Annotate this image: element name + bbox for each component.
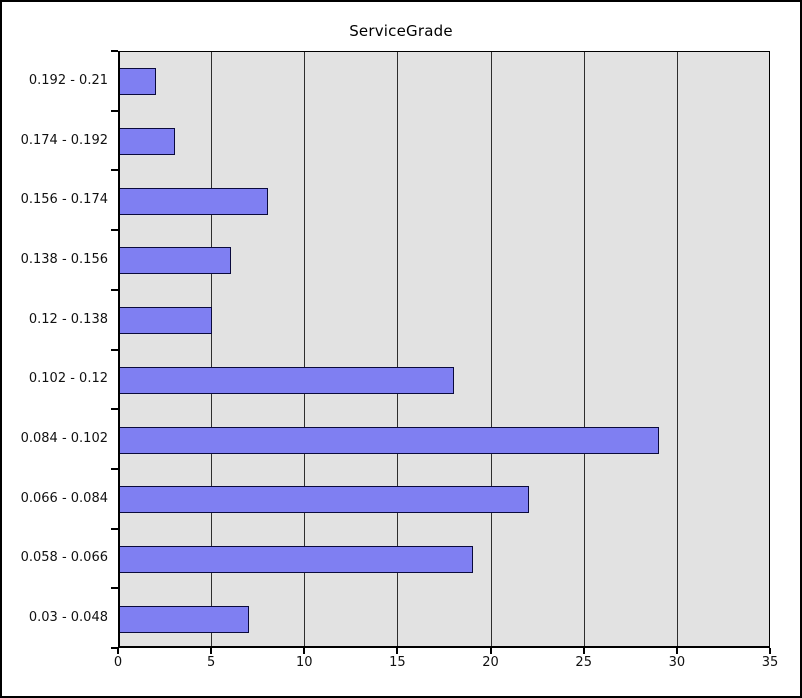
bar — [119, 545, 473, 573]
x-tick — [489, 648, 492, 654]
y-tick-label: 0.192 - 0.21 — [28, 72, 108, 88]
gridline — [211, 52, 213, 647]
x-tick-label: 25 — [575, 655, 592, 670]
gridline — [397, 52, 399, 647]
x-tick — [117, 648, 119, 654]
x-tick — [582, 648, 585, 654]
x-tick — [675, 648, 678, 654]
bar — [119, 366, 455, 394]
y-tick — [111, 169, 118, 171]
y-tick-label: 0.084 - 0.102 — [20, 431, 108, 447]
x-tick-label: 0 — [113, 655, 123, 670]
gridline — [304, 52, 306, 647]
chart-title: ServiceGrade — [349, 22, 453, 40]
y-tick-label: 0.102 - 0.12 — [28, 371, 108, 387]
y-tick-label: 0.12 - 0.138 — [28, 311, 108, 327]
x-tick-label: 10 — [296, 655, 313, 670]
bar — [119, 128, 175, 156]
x-tick — [303, 648, 306, 654]
x-tick — [396, 648, 399, 654]
y-tick — [111, 528, 118, 530]
y-tick — [111, 349, 118, 351]
x-tick — [769, 648, 771, 654]
gridline — [676, 52, 678, 647]
bar — [119, 247, 231, 275]
x-tick-label: 30 — [668, 655, 686, 670]
y-tick — [111, 647, 118, 649]
x-tick-label: 5 — [207, 655, 216, 670]
y-tick — [111, 50, 118, 52]
y-tick-label: 0.174 - 0.192 — [20, 132, 108, 148]
y-tick — [111, 289, 118, 291]
y-tick-label: 0.03 - 0.048 — [28, 610, 108, 626]
y-tick-label: 0.058 - 0.066 — [20, 550, 108, 566]
x-axis-line — [119, 646, 769, 647]
x-tick-label: 20 — [482, 655, 499, 670]
plot-area — [118, 51, 770, 648]
bar — [119, 187, 269, 215]
bar — [119, 307, 213, 335]
bar — [119, 68, 157, 96]
y-tick — [111, 110, 118, 112]
x-tick-label: 35 — [761, 655, 779, 670]
y-tick-label: 0.138 - 0.156 — [20, 251, 108, 267]
y-tick — [111, 468, 118, 470]
gridline — [490, 52, 492, 647]
y-tick-label: 0.156 - 0.174 — [20, 192, 108, 208]
y-tick — [111, 229, 118, 231]
y-tick — [111, 408, 118, 410]
bar — [119, 486, 529, 514]
bar — [119, 426, 660, 454]
gridline — [583, 52, 585, 647]
y-tick-label: 0.066 - 0.084 — [20, 490, 108, 506]
x-tick-label: 15 — [389, 655, 406, 670]
bar — [119, 605, 250, 633]
x-tick — [210, 648, 213, 654]
y-tick — [111, 587, 118, 589]
y-axis-line — [119, 52, 120, 647]
